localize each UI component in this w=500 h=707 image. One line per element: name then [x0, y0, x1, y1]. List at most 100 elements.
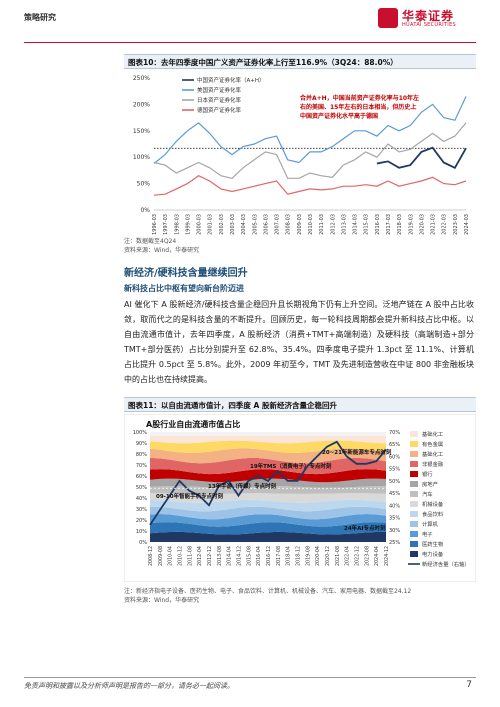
chart-annotation: 20~21年新能源车专点时刻 — [322, 448, 392, 456]
chart-annotation: 13年手游（传媒）专点时刻 — [208, 482, 277, 490]
y-tick-label: 100% — [133, 154, 150, 161]
legend-swatch — [410, 521, 418, 527]
area-band — [150, 478, 386, 488]
x-tick-label: 2006-03 — [263, 214, 269, 235]
x-tick-label: 2019-08 — [305, 546, 311, 566]
left-tick-label: 0% — [139, 540, 147, 546]
legend-label: 房地产 — [422, 480, 438, 488]
right-tick-label: 40% — [389, 503, 400, 509]
section-label: 策略研究 — [24, 13, 56, 22]
y-tick-label: 150% — [133, 128, 150, 135]
area-band — [150, 457, 386, 475]
legend-label: 中国资产证券化率（A+H） — [197, 76, 265, 84]
legend-label: 电力设备 — [422, 550, 444, 558]
x-tick-label: 2010-04 — [168, 546, 174, 566]
legend-label: 计算机 — [422, 520, 439, 528]
logo-cn: 华泰证券 — [402, 9, 455, 23]
area-band — [150, 514, 386, 527]
x-tick-label: 2020-03 — [419, 214, 425, 235]
section-subtitle: 新科技占比中枢有望向新台阶迈进 — [124, 284, 244, 293]
figure11-title: 图表11：以自由流通市值计，四季度 A 股新经济含量企稳回升 — [128, 401, 337, 410]
figure10-band — [124, 54, 476, 69]
x-tick-label: 2017-03 — [386, 214, 392, 235]
x-tick-label: 2014-04 — [227, 546, 233, 566]
legend-swatch — [410, 471, 418, 477]
area-band — [150, 506, 386, 520]
footer-divider — [24, 677, 476, 678]
legend-label: 德国资产证券化率 — [197, 106, 242, 114]
x-tick-label: 2015-03 — [364, 214, 370, 235]
series-line — [153, 96, 467, 164]
chart-annotation: 09-10年智能手机专点时刻 — [156, 492, 224, 500]
x-tick-label: 2023-03 — [453, 214, 459, 235]
left-tick-label: 60% — [136, 474, 147, 480]
left-tick-label: 40% — [136, 496, 147, 502]
x-tick-label: 2011-08 — [187, 546, 193, 566]
x-tick-label: 2009-08 — [158, 546, 164, 566]
figure11-source: 资料来源：Wind，华泰研究 — [124, 597, 200, 604]
legend-label: 基础化工 — [422, 450, 444, 458]
x-tick-label: 2016-12 — [266, 546, 272, 566]
x-tick-label: 2012-03 — [330, 214, 336, 235]
right-tick-label: 65% — [389, 442, 400, 448]
legend-label: 基础化工 — [422, 430, 444, 438]
x-tick-label: 2019-03 — [408, 214, 414, 235]
left-tick-label: 100% — [133, 430, 148, 436]
x-tick-label: 2021-03 — [431, 214, 437, 235]
left-tick-label: 20% — [136, 518, 147, 524]
x-tick-label: 2022-04 — [345, 546, 351, 566]
section-paragraph: AI 催化下 A 股新经济/硬科技含量企稳回升且长期视角下仍有上升空间。泛地产链… — [124, 300, 474, 384]
x-tick-label: 1999-03 — [185, 214, 191, 235]
figure10-annotation: 合并A+H，中国当前资产证券化率与10年左右的美国、15年左右的日本相当，但历史… — [300, 95, 420, 120]
legend-label: 银行 — [422, 470, 433, 478]
legend-swatch — [410, 451, 418, 457]
legend-label: 有色金属 — [422, 440, 443, 448]
legend-swatch — [410, 541, 418, 547]
left-tick-label: 10% — [136, 529, 147, 535]
x-tick-label: 2018-12 — [296, 546, 302, 566]
x-tick-label: 2011-03 — [319, 214, 325, 235]
right-tick-label: 50% — [389, 479, 400, 485]
area-band — [150, 448, 386, 464]
right-tick-label: 25% — [389, 540, 400, 546]
x-tick-label: 2008-03 — [286, 214, 292, 235]
area-band — [150, 499, 386, 512]
x-tick-label: 2021-08 — [335, 546, 341, 566]
x-tick-label: 2024-04 — [374, 546, 380, 566]
x-tick-label: 2017-08 — [276, 546, 282, 566]
legend-swatch — [410, 531, 418, 537]
x-tick-label: 2010-03 — [308, 214, 314, 235]
x-tick-label: 2024-12 — [384, 546, 390, 566]
area-band — [150, 493, 386, 503]
chart-annotation: 24年AI专点时刻 — [344, 524, 386, 532]
right-tick-label: 60% — [389, 454, 400, 460]
x-tick-label: 1996-03 — [152, 214, 158, 235]
logo-icon — [378, 8, 398, 28]
x-tick-label: 2012-04 — [197, 546, 203, 566]
x-tick-label: 2008-12 — [148, 546, 154, 566]
figure10-chart: 0% 50% 100% 150% 200% 250% 1996-03 1997-03 1998-… — [133, 75, 470, 235]
legend-swatch — [410, 511, 418, 517]
legend-swatch — [410, 491, 418, 497]
left-tick-label: 90% — [136, 441, 147, 447]
x-tick-label: 2002-03 — [219, 214, 225, 235]
logo-en: HUATAI SECURITIES — [402, 22, 456, 28]
figure11-chart: A股行业自由流通市值占比 0% 10% 20% 30% 40% 50% 60% 70% 80% 90… — [124, 414, 476, 582]
new-economy-line — [149, 440, 387, 526]
left-tick-label: 30% — [136, 507, 147, 513]
chart-title: A股行业自由流通市值占比 — [146, 419, 240, 429]
legend-swatch — [410, 441, 418, 447]
right-tick-label: 30% — [389, 528, 400, 534]
x-tick-label: 2015-08 — [246, 546, 252, 566]
series-line — [153, 175, 467, 196]
legend-swatch — [410, 481, 418, 487]
x-tick-label: 2009-03 — [297, 214, 303, 235]
series-line — [376, 146, 467, 169]
x-tick-label: 2005-03 — [252, 214, 258, 235]
x-tick-label: 2016-04 — [256, 546, 262, 566]
left-tick-label: 80% — [136, 452, 147, 458]
x-tick-label: 2022-03 — [442, 214, 448, 235]
figure11-note: 注：新经济指电子设备、医药生物、电子、食品饮料、计算机、机械设备、汽车、家用电器… — [124, 588, 412, 595]
area-band — [150, 522, 386, 535]
x-tick-label: 2007-03 — [275, 214, 281, 235]
